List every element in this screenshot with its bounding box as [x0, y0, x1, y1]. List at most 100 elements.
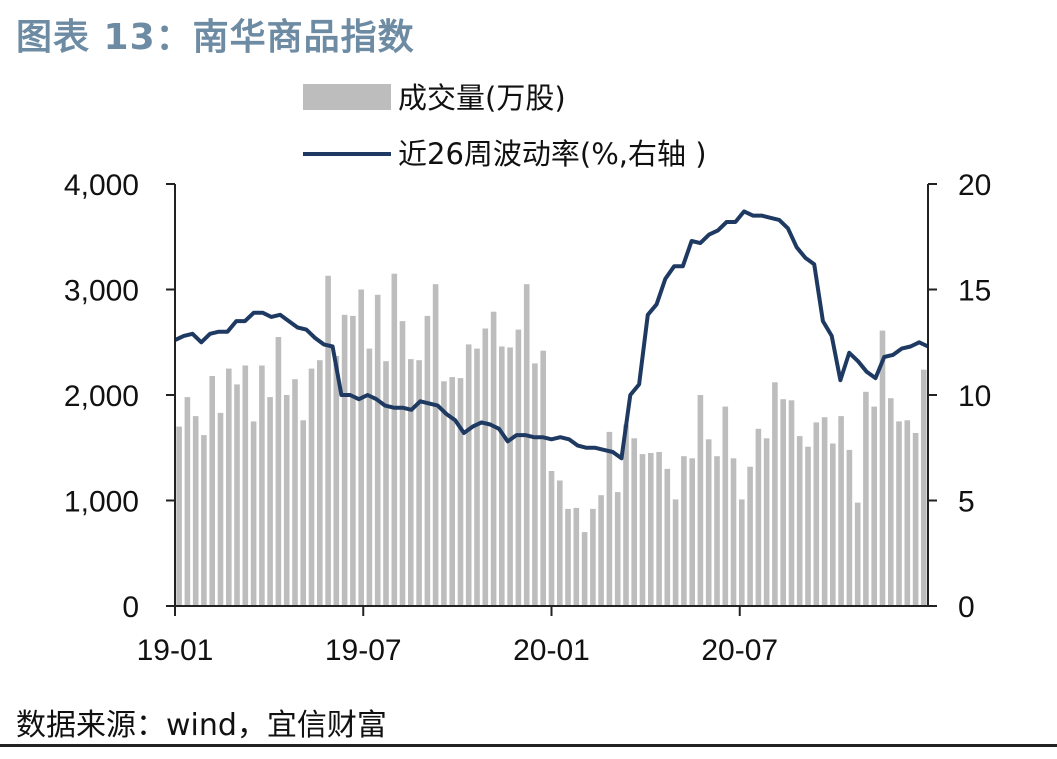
volume-bar [242, 365, 249, 606]
volume-bar [821, 417, 828, 606]
volume-bar [863, 391, 869, 606]
x-tick-label: 20-07 [701, 634, 778, 667]
volume-bar [854, 502, 861, 606]
volume-bar [623, 424, 629, 606]
volume-bar [201, 435, 207, 606]
volume-bar [681, 456, 687, 606]
volume-bar [341, 314, 348, 606]
volume-bar [432, 284, 439, 606]
chart-svg: 0 1,000 2,000 3,000 4,000 0 5 10 15 20 19-01 19-07 2… [64, 81, 991, 667]
volume-bar [267, 397, 273, 606]
volume-bar [846, 449, 853, 606]
volume-bar [606, 431, 613, 606]
right-tick-label: 15 [958, 275, 991, 308]
legend-line-label: 近26周波动率(%,右轴 ) [398, 137, 707, 171]
volume-bar [598, 495, 604, 606]
volume-bar [333, 356, 340, 606]
volume-bar [408, 359, 414, 606]
right-tick-label: 0 [958, 591, 975, 624]
volume-bar [763, 438, 770, 606]
right-tick-label: 5 [958, 486, 975, 519]
volume-bar [474, 348, 480, 606]
volume-bar [424, 315, 431, 606]
volume-bar [209, 376, 215, 606]
volume-bar [796, 436, 803, 606]
volume-bar [573, 507, 580, 606]
chart-title: 图表 13：南华商品指数 [16, 17, 415, 58]
right-tick-label: 20 [958, 169, 991, 202]
volume-bar [904, 420, 911, 606]
volume-bar [631, 438, 637, 606]
volume-bar [374, 294, 381, 606]
volume-bar [747, 466, 753, 606]
volume-bar [656, 452, 662, 606]
volume-bar [250, 421, 257, 606]
legend-bar-label: 成交量(万股) [398, 81, 566, 115]
volume-bar [358, 289, 364, 606]
volume-bar [441, 381, 447, 606]
right-tick-label: 10 [958, 380, 991, 413]
volume-bar [557, 480, 563, 606]
volume-bar [490, 311, 497, 606]
volume-bar [507, 347, 513, 606]
volume-bar [325, 275, 331, 606]
volume-bar [755, 428, 762, 606]
volatility-line [174, 209, 929, 461]
volume-bar [879, 330, 886, 606]
source-note: 数据来源：wind，宜信财富 [16, 708, 387, 743]
volume-bar [217, 412, 224, 606]
volume-bar [664, 468, 671, 606]
volume-bar [581, 532, 588, 606]
volume-bar [192, 416, 199, 606]
volume-bar [714, 456, 720, 606]
volume-bar [888, 398, 894, 606]
volume-bar [399, 321, 406, 606]
volume-bar [308, 368, 315, 606]
volume-bar [896, 421, 902, 606]
volume-bar [366, 348, 373, 606]
volume-bar [465, 344, 472, 606]
volume-bar [788, 400, 795, 606]
volume-bar [871, 406, 877, 606]
volume-bar [739, 499, 745, 606]
volume-bar [457, 378, 464, 606]
x-tick-label: 19-07 [325, 634, 402, 667]
volume-bar [532, 363, 538, 606]
volume-bar [234, 384, 240, 606]
volume-bar [689, 458, 695, 606]
left-tick-label: 4,000 [64, 169, 139, 202]
volume-bar [614, 492, 621, 606]
volume-bar [772, 382, 778, 606]
volume-bar [565, 508, 571, 606]
volume-bar [515, 329, 522, 606]
volume-bar [184, 397, 191, 606]
volume-bar [590, 508, 596, 606]
volume-bar [259, 365, 265, 606]
volume-bar [523, 284, 530, 606]
volume-bar [499, 346, 505, 606]
volume-bar [639, 454, 646, 606]
volume-bar [838, 416, 844, 606]
volume-bar [176, 426, 182, 606]
left-tick-label: 1,000 [64, 486, 139, 519]
x-tick-label: 20-01 [513, 634, 590, 667]
volume-bar [722, 406, 729, 606]
bottom-rule [0, 744, 1057, 747]
left-tick-label: 0 [122, 591, 139, 624]
volume-bar [813, 422, 820, 606]
volume-bar [383, 361, 389, 606]
volume-bar [317, 360, 323, 606]
legend: 成交量(万股) 近26周波动率(%,右轴 ) [303, 81, 707, 171]
volume-bar [300, 420, 306, 606]
volume-bar [391, 273, 398, 606]
left-tick-label: 2,000 [64, 380, 139, 413]
volume-bar [226, 368, 232, 606]
bar-series [176, 273, 927, 606]
volume-bar [672, 499, 679, 606]
volume-bar [292, 379, 298, 606]
volume-bar [830, 443, 836, 606]
volume-bar [275, 337, 282, 606]
volume-bar [697, 395, 704, 606]
volume-bar [648, 453, 654, 606]
volume-bar [730, 458, 737, 606]
